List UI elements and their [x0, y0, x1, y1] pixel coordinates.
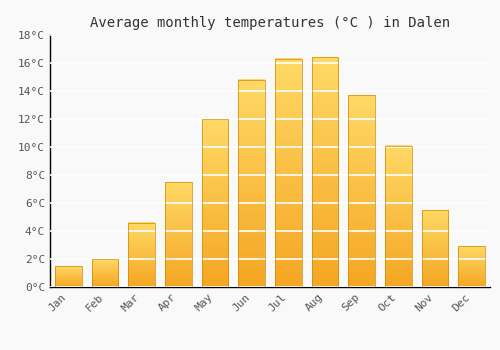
Title: Average monthly temperatures (°C ) in Dalen: Average monthly temperatures (°C ) in Da… [90, 16, 450, 30]
Bar [385, 146, 411, 287]
Bar [202, 119, 228, 287]
Bar [275, 59, 301, 287]
Bar [348, 95, 375, 287]
Bar [458, 246, 485, 287]
Bar [128, 223, 155, 287]
Bar [165, 182, 192, 287]
Bar [422, 210, 448, 287]
Bar [238, 80, 265, 287]
Bar [55, 266, 82, 287]
Bar [312, 57, 338, 287]
Bar [92, 259, 118, 287]
